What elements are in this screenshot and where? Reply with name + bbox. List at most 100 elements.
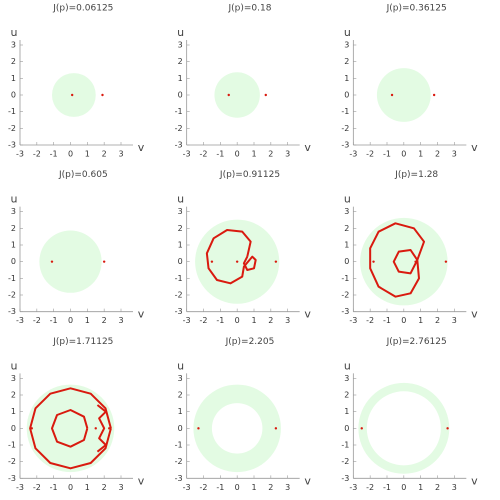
region-outer	[214, 72, 260, 118]
y-tick-label: -3	[175, 307, 183, 316]
x-tick-label: 0	[401, 316, 406, 325]
x-tick-label: -3	[16, 483, 24, 492]
x-tick-label: -2	[366, 316, 374, 325]
y-tick-label: 3	[344, 374, 349, 383]
panel-title: J(p)=2.76125	[386, 337, 447, 347]
y-tick-label: 3	[178, 374, 183, 383]
y-tick-label: 1	[344, 74, 349, 83]
y-tick-label: 0	[178, 424, 183, 433]
region-hole	[366, 391, 441, 466]
y-tick-label: 3	[178, 207, 183, 216]
y-tick-label: 3	[11, 207, 16, 216]
y-tick-label: -2	[341, 124, 349, 133]
y-tick-label: 0	[11, 424, 16, 433]
point	[264, 93, 267, 97]
y-tick-label: 2	[11, 391, 16, 400]
x-axis-label: v	[138, 308, 145, 321]
x-tick-label: -1	[50, 316, 58, 325]
y-tick-label: 2	[344, 391, 349, 400]
x-tick-label: -1	[383, 150, 391, 159]
y-tick-label: -1	[175, 274, 183, 283]
x-tick-label: -1	[216, 150, 224, 159]
y-axis-label: u	[11, 359, 18, 372]
y-tick-label: -3	[175, 141, 183, 150]
y-tick-label: -3	[341, 141, 349, 150]
panel-title: J(p)=2.205	[225, 337, 275, 347]
x-tick-label: 2	[435, 316, 440, 325]
curve	[369, 222, 426, 298]
y-tick-label: -2	[175, 124, 183, 133]
x-tick-label: -2	[366, 483, 374, 492]
x-tick-label: -3	[183, 483, 191, 492]
x-tick-label: 0	[235, 316, 240, 325]
x-tick-label: -2	[200, 316, 208, 325]
x-tick-label: -3	[349, 316, 357, 325]
y-axis-label: u	[344, 26, 351, 39]
x-axis-label: v	[304, 308, 311, 321]
panel-title: J(p)=0.36125	[386, 4, 447, 14]
x-tick-label: -2	[200, 150, 208, 159]
x-tick-label: 3	[285, 483, 290, 492]
y-tick-label: 0	[11, 257, 16, 266]
x-tick-label: 3	[452, 316, 457, 325]
y-tick-label: -2	[341, 457, 349, 466]
x-tick-label: 1	[85, 483, 90, 492]
x-axis-label: v	[304, 141, 311, 154]
curve	[205, 229, 257, 285]
point	[432, 93, 436, 97]
y-axis-label: u	[177, 193, 184, 206]
x-tick-label: -2	[33, 483, 41, 492]
x-tick-label: 0	[401, 483, 406, 492]
x-axis-label: v	[471, 141, 478, 154]
y-tick-label: 0	[344, 257, 349, 266]
y-tick-label: -2	[8, 457, 16, 466]
x-axis-label: v	[304, 474, 311, 487]
y-tick-label: 2	[178, 57, 183, 66]
y-tick-label: 0	[344, 91, 349, 100]
y-axis-label: u	[344, 359, 351, 372]
panel-title: J(p)=0.91125	[219, 170, 280, 180]
point	[197, 427, 200, 430]
y-tick-label: -3	[341, 307, 349, 316]
y-axis-label: u	[177, 359, 184, 372]
point	[101, 93, 104, 97]
x-tick-label: -2	[200, 483, 208, 492]
point	[274, 427, 278, 430]
point	[50, 260, 54, 263]
region-outer	[51, 73, 96, 117]
x-axis-label: v	[138, 474, 145, 487]
x-tick-label: -1	[50, 483, 58, 492]
point	[94, 427, 97, 430]
y-axis-label: u	[177, 26, 184, 39]
y-tick-label: 3	[344, 41, 349, 50]
x-tick-label: 1	[418, 483, 423, 492]
y-tick-label: -3	[175, 474, 183, 483]
x-tick-label: 1	[251, 483, 256, 492]
x-axis-label: v	[471, 308, 478, 321]
y-tick-label: 0	[344, 424, 349, 433]
x-tick-label: -3	[183, 150, 191, 159]
x-tick-label: 2	[268, 150, 273, 159]
y-tick-label: -3	[341, 474, 349, 483]
x-tick-label: -1	[383, 316, 391, 325]
x-tick-label: -3	[16, 150, 24, 159]
y-tick-label: -2	[175, 457, 183, 466]
x-tick-label: 0	[235, 150, 240, 159]
point	[235, 260, 239, 263]
x-tick-label: -3	[349, 150, 357, 159]
panel-title: J(p)=0.06125	[52, 4, 113, 14]
y-tick-label: 1	[11, 241, 16, 250]
region-outer	[39, 230, 102, 293]
x-tick-label: 3	[118, 150, 123, 159]
x-tick-label: 0	[68, 483, 73, 492]
x-tick-label: 3	[118, 483, 123, 492]
x-tick-label: -1	[216, 483, 224, 492]
point	[108, 427, 111, 430]
y-tick-label: -1	[341, 274, 349, 283]
x-tick-label: 2	[268, 483, 273, 492]
panel-title: J(p)=0.18	[228, 4, 272, 14]
y-tick-label: -1	[175, 107, 183, 116]
curve	[96, 404, 107, 453]
x-tick-label: 0	[68, 316, 73, 325]
